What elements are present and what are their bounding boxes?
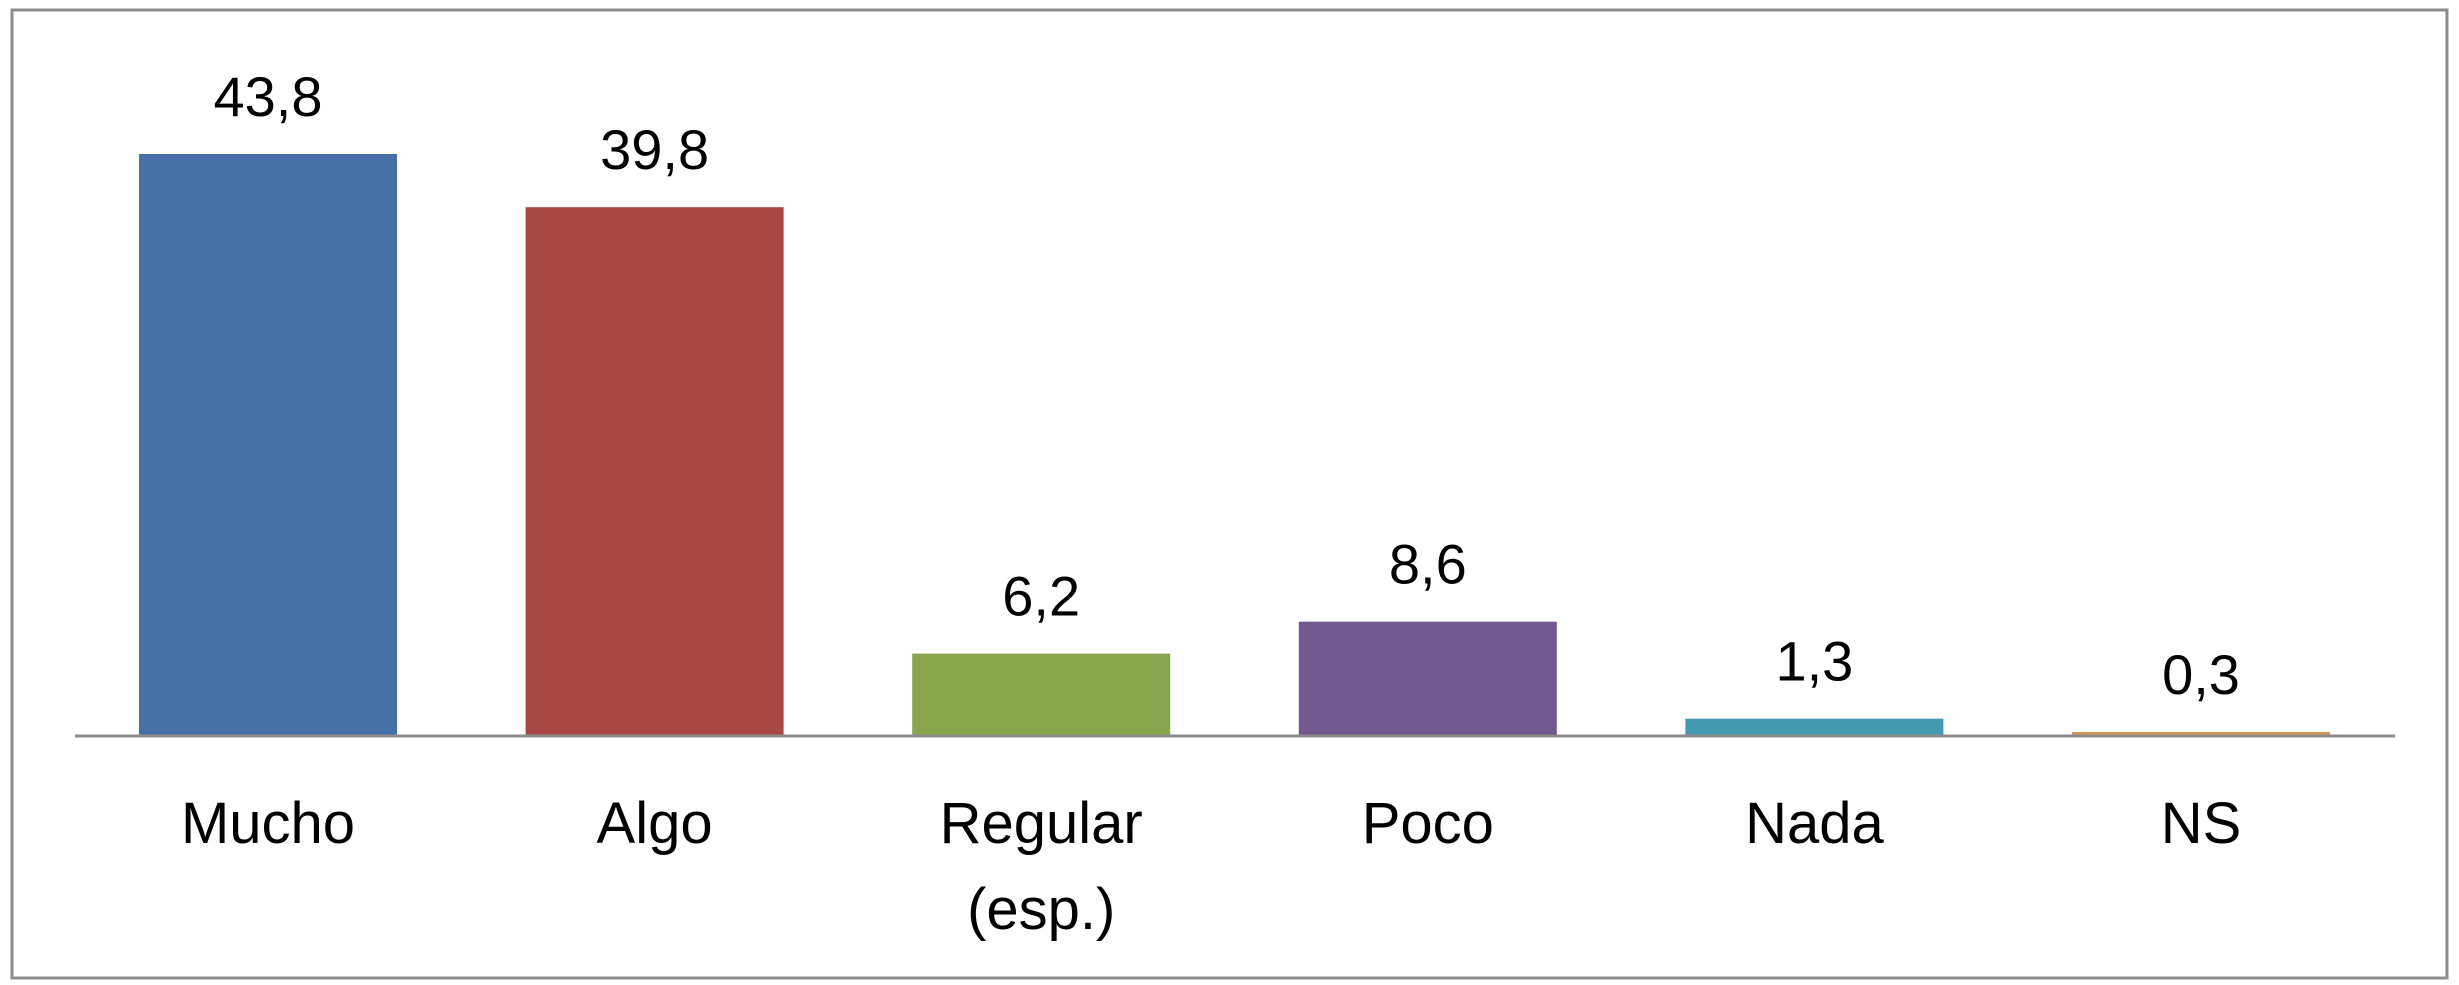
bar-algo [525,207,784,736]
category-label: Poco [1362,791,1494,856]
category-label: (esp.) [967,877,1115,942]
bar-ns [2072,732,2330,736]
value-label: 39,8 [600,118,709,181]
bars-layer [139,154,2330,736]
value-label: 8,6 [1389,533,1467,596]
chart-border [10,8,2449,980]
bar-regular [912,653,1171,736]
category-label: Nada [1745,791,1884,856]
category-label: NS [2161,791,2242,856]
category-labels-layer: Mucho Algo Regular (esp.) Poco Nada NS [181,791,2241,942]
value-label: 0,3 [2162,643,2240,706]
bar-nada [1685,718,1944,736]
value-labels-layer: 43,8 39,8 6,2 8,6 1,3 0,3 [214,65,2240,706]
value-label: 1,3 [1775,630,1853,693]
bar-mucho [139,154,397,736]
bar-poco [1298,621,1557,736]
value-label: 43,8 [214,65,323,128]
value-label: 6,2 [1002,565,1080,628]
category-label: Mucho [181,791,355,856]
category-label: Algo [597,791,713,856]
category-label: Regular [940,791,1143,856]
